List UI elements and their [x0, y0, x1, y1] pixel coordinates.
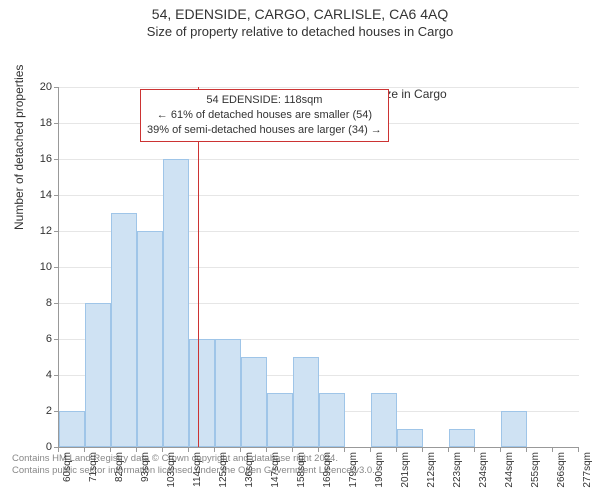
plot-wrap: 54 EDENSIDE: 118sqm ← 61% of detached ho… [58, 87, 578, 447]
annotation-line-2: ← 61% of detached houses are smaller (54… [147, 108, 382, 123]
x-tick-label: 114sqm [192, 452, 203, 496]
x-tick-label: 158sqm [296, 452, 307, 496]
histogram-bar [293, 357, 319, 447]
grid-line [59, 87, 579, 88]
reference-annotation: 54 EDENSIDE: 118sqm ← 61% of detached ho… [140, 89, 389, 142]
x-tick-label: 223sqm [452, 452, 463, 496]
x-tick-mark [214, 447, 215, 452]
x-tick-label: 93sqm [140, 452, 151, 496]
annotation-line-3: 39% of semi-detached houses are larger (… [147, 123, 382, 138]
x-tick-mark [318, 447, 319, 452]
y-tick-mark [54, 231, 59, 232]
y-tick-label: 4 [22, 369, 52, 381]
y-tick-mark [54, 159, 59, 160]
histogram-bar [449, 429, 475, 447]
x-tick-mark [110, 447, 111, 452]
y-tick-mark [54, 195, 59, 196]
x-tick-label: 71sqm [88, 452, 99, 496]
x-tick-mark [162, 447, 163, 452]
chart-title: 54, EDENSIDE, CARGO, CARLISLE, CA6 4AQ [0, 6, 600, 22]
y-tick-label: 2 [22, 405, 52, 417]
y-tick-mark [54, 87, 59, 88]
x-tick-label: 60sqm [62, 452, 73, 496]
y-tick-label: 20 [22, 81, 52, 93]
y-tick-label: 18 [22, 117, 52, 129]
x-tick-mark [526, 447, 527, 452]
y-tick-label: 8 [22, 297, 52, 309]
chart-subtitle: Size of property relative to detached ho… [0, 24, 600, 39]
histogram-bar [397, 429, 423, 447]
x-tick-mark [136, 447, 137, 452]
x-tick-mark [292, 447, 293, 452]
histogram-bar [137, 231, 163, 447]
x-tick-label: 190sqm [374, 452, 385, 496]
histogram-bar [85, 303, 111, 447]
histogram-bar [501, 411, 527, 447]
x-tick-mark [500, 447, 501, 452]
x-tick-mark [240, 447, 241, 452]
y-tick-label: 6 [22, 333, 52, 345]
y-tick-label: 0 [22, 441, 52, 453]
histogram-bar [163, 159, 189, 447]
y-tick-label: 16 [22, 153, 52, 165]
y-tick-mark [54, 375, 59, 376]
x-tick-label: 103sqm [166, 452, 177, 496]
histogram-bar [241, 357, 267, 447]
x-tick-label: 234sqm [478, 452, 489, 496]
x-tick-mark [578, 447, 579, 452]
histogram-bar [111, 213, 137, 447]
x-tick-label: 136sqm [244, 452, 255, 496]
x-tick-mark [396, 447, 397, 452]
x-tick-mark [370, 447, 371, 452]
histogram-bar [319, 393, 345, 447]
x-tick-label: 82sqm [114, 452, 125, 496]
x-tick-label: 169sqm [322, 452, 333, 496]
annotation-line-1: 54 EDENSIDE: 118sqm [147, 93, 382, 108]
histogram-bar [267, 393, 293, 447]
y-tick-label: 14 [22, 189, 52, 201]
x-tick-mark [58, 447, 59, 452]
grid-line [59, 159, 579, 160]
y-tick-mark [54, 123, 59, 124]
x-tick-label: 201sqm [400, 452, 411, 496]
y-tick-label: 12 [22, 225, 52, 237]
histogram-bar [189, 339, 215, 447]
x-tick-mark [552, 447, 553, 452]
x-tick-mark [188, 447, 189, 452]
x-tick-label: 244sqm [504, 452, 515, 496]
grid-line [59, 195, 579, 196]
x-tick-label: 147sqm [270, 452, 281, 496]
y-tick-mark [54, 303, 59, 304]
x-tick-mark [84, 447, 85, 452]
y-tick-label: 10 [22, 261, 52, 273]
x-tick-mark [448, 447, 449, 452]
x-tick-label: 125sqm [218, 452, 229, 496]
x-tick-label: 255sqm [530, 452, 541, 496]
x-tick-label: 277sqm [582, 452, 593, 496]
x-tick-label: 212sqm [426, 452, 437, 496]
histogram-bar [59, 411, 85, 447]
y-tick-mark [54, 267, 59, 268]
x-tick-mark [422, 447, 423, 452]
x-tick-label: 266sqm [556, 452, 567, 496]
histogram-bar [215, 339, 241, 447]
x-tick-label: 179sqm [348, 452, 359, 496]
histogram-bar [371, 393, 397, 447]
x-tick-mark [344, 447, 345, 452]
y-tick-mark [54, 339, 59, 340]
x-tick-mark [266, 447, 267, 452]
x-tick-mark [474, 447, 475, 452]
chart-header: 54, EDENSIDE, CARGO, CARLISLE, CA6 4AQ S… [0, 0, 600, 39]
